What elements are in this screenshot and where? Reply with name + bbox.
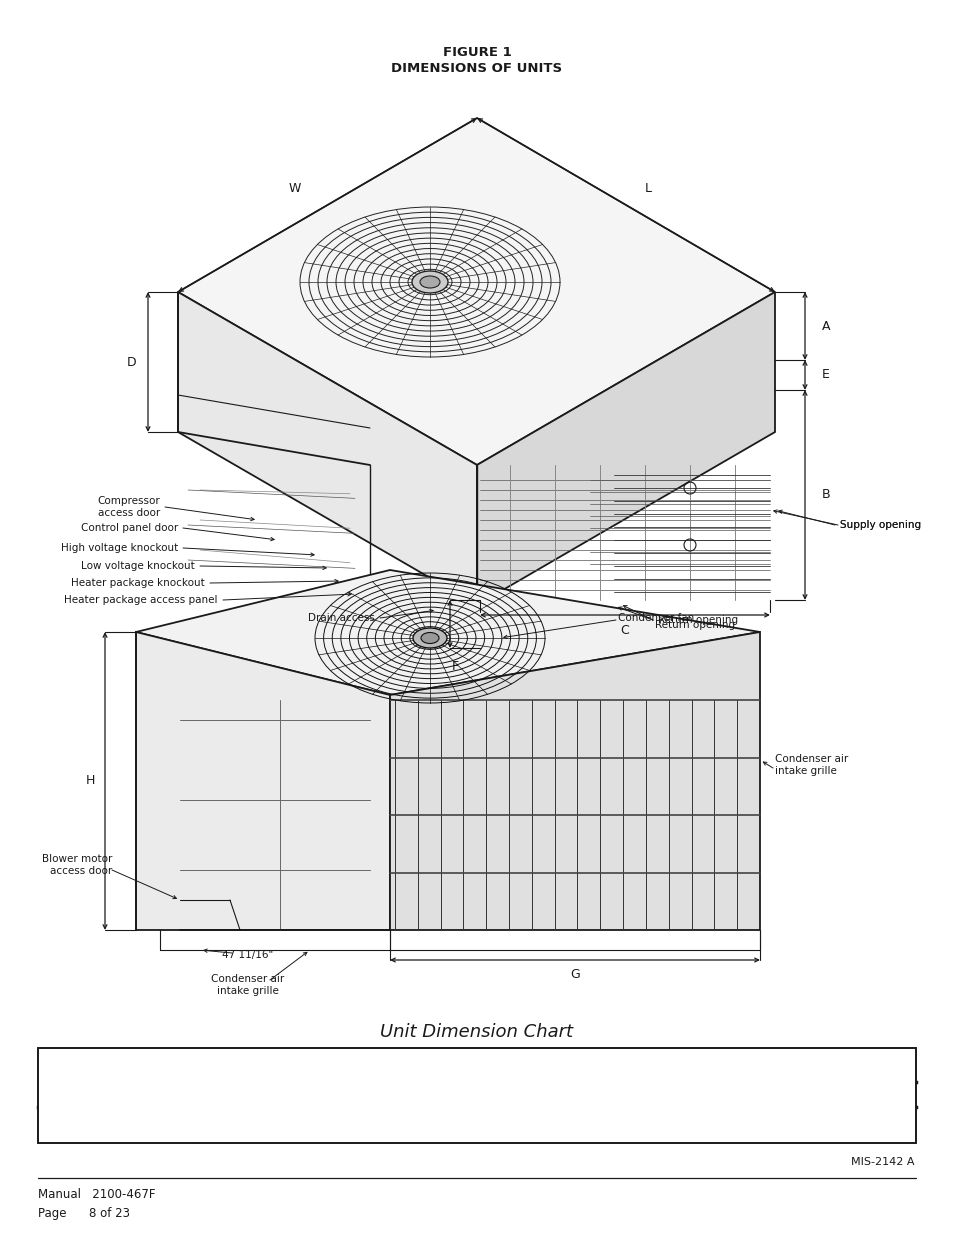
Text: Heater package knockout: Heater package knockout [71,578,205,588]
Text: W: W [289,182,301,194]
Ellipse shape [413,629,447,648]
Text: Supply opening: Supply opening [840,520,921,530]
Bar [38,1049,915,1144]
Text: L: L [644,182,651,194]
Text: 47 11/16": 47 11/16" [222,950,274,960]
Polygon shape [178,119,774,466]
Text: Condenser air
intake grille: Condenser air intake grille [212,974,284,995]
Text: Manual   2100-467F: Manual 2100-467F [38,1188,155,1202]
Text: Unit Dimension Chart: Unit Dimension Chart [380,1023,573,1041]
Text: Compressor
access door: Compressor access door [97,496,160,517]
Text: Condenser air
intake grille: Condenser air intake grille [774,755,847,776]
Text: G: G [570,968,579,982]
Text: C: C [620,624,629,636]
Text: H: H [85,774,94,788]
Text: Blower motor
access door: Blower motor access door [42,855,112,876]
Polygon shape [178,291,476,605]
Text: Drain access: Drain access [308,613,375,622]
Text: Supply opening: Supply opening [840,520,921,530]
Text: A: A [821,320,830,332]
Text: Condenser fan: Condenser fan [618,613,694,622]
Text: DIMENSIONS OF UNITS: DIMENSIONS OF UNITS [391,62,562,74]
Text: F: F [451,659,458,673]
Text: High voltage knockout: High voltage knockout [61,543,178,553]
Polygon shape [476,291,774,605]
Polygon shape [136,571,760,695]
Polygon shape [136,632,390,930]
Bar [38,1049,915,1144]
Polygon shape [390,632,760,930]
Text: FIGURE 1: FIGURE 1 [442,46,511,58]
Ellipse shape [412,270,448,293]
Text: Page      8 of 23: Page 8 of 23 [38,1207,130,1219]
Text: D: D [127,356,136,368]
Text: Return opening: Return opening [658,615,738,625]
Text: Heater package access panel: Heater package access panel [65,595,218,605]
Ellipse shape [420,632,438,643]
Ellipse shape [419,275,439,288]
Text: Control panel door: Control panel door [81,522,178,534]
Text: Return opening: Return opening [655,620,735,630]
Text: MIS-2142 A: MIS-2142 A [851,1157,914,1167]
Text: B: B [821,489,830,501]
Text: Low voltage knockout: Low voltage knockout [81,561,194,571]
Text: E: E [821,368,829,382]
